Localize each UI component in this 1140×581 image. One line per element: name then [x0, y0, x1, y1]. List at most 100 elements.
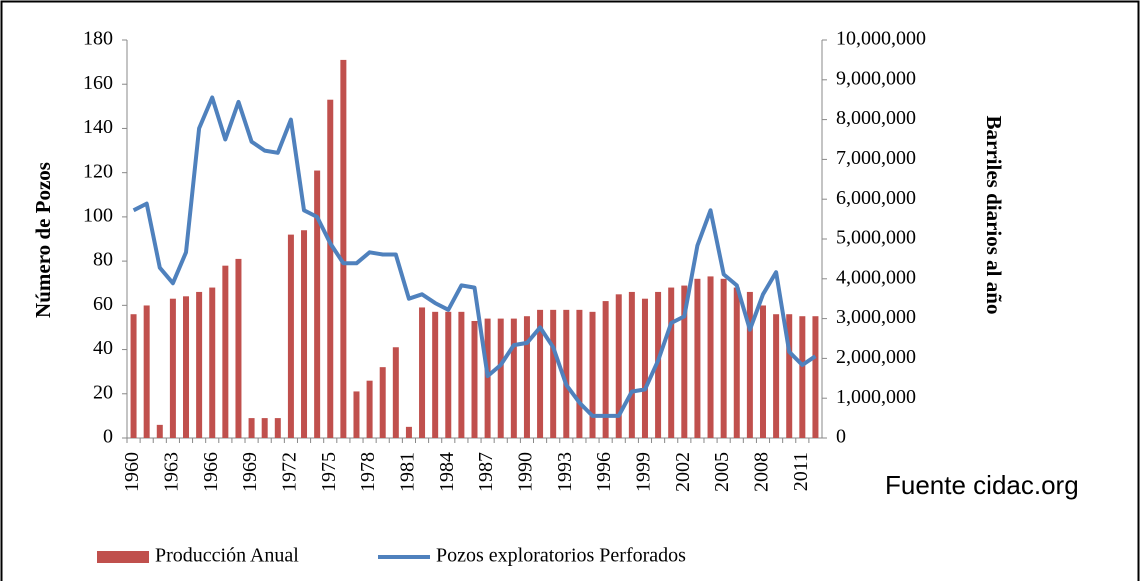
bar — [261, 418, 268, 438]
y-tick-label: 80 — [93, 249, 113, 271]
x-tick-label: 1993 — [554, 452, 576, 492]
y2-tick-label: 6,000,000 — [836, 187, 916, 209]
bar — [366, 380, 373, 438]
bar — [523, 316, 530, 438]
bar — [733, 287, 740, 438]
bar — [327, 99, 334, 438]
y-tick-label: 120 — [83, 160, 113, 182]
x-tick-label: 2011 — [790, 452, 812, 491]
y-tick-label: 20 — [93, 381, 113, 403]
bar — [274, 418, 281, 438]
legend-swatch — [97, 551, 149, 563]
bar — [576, 309, 583, 438]
bar — [209, 287, 216, 438]
y-tick-label: 160 — [83, 72, 113, 94]
bar — [405, 426, 412, 438]
bar — [340, 59, 347, 439]
bar — [196, 291, 203, 438]
bar — [287, 234, 294, 438]
bar — [497, 318, 504, 438]
bar — [563, 309, 570, 438]
bar — [183, 296, 190, 438]
bar — [458, 311, 465, 438]
bar — [615, 294, 622, 438]
y2-tick-label: 3,000,000 — [836, 306, 916, 328]
y2-tick-label: 0 — [836, 426, 846, 448]
bar — [392, 347, 399, 438]
bar — [235, 258, 242, 438]
y-tick-label: 100 — [83, 204, 113, 226]
bar — [471, 320, 478, 438]
bar — [379, 367, 386, 438]
line — [132, 95, 817, 418]
bar — [720, 278, 727, 438]
x-tick-label: 1987 — [475, 452, 497, 492]
x-tick-label: 1966 — [200, 452, 222, 492]
x-tick-label: 1975 — [318, 452, 340, 492]
x-tick-label: 1963 — [160, 452, 182, 492]
bar — [707, 276, 714, 438]
x-tick-label: 2005 — [711, 452, 733, 492]
bar — [641, 298, 648, 438]
bar — [628, 291, 635, 438]
x-tick-label: 1999 — [633, 452, 655, 492]
y2-tick-label: 5,000,000 — [836, 227, 916, 249]
y2-tick-label: 9,000,000 — [836, 67, 916, 89]
bar — [759, 305, 766, 438]
bar — [537, 309, 544, 438]
legend-label: Producción Anual — [155, 545, 299, 567]
bar — [353, 391, 360, 438]
y2-tick-label: 10,000,000 — [836, 28, 926, 50]
x-tick-label: 1984 — [436, 452, 458, 492]
x-tick-label: 1969 — [239, 452, 261, 492]
bar — [668, 287, 675, 438]
bar — [799, 316, 806, 438]
y-tick-label: 0 — [103, 426, 113, 448]
bar — [773, 314, 780, 438]
bar — [746, 291, 753, 438]
x-tick-label: 1990 — [515, 452, 537, 492]
x-tick-label: 1978 — [357, 452, 379, 492]
bar — [681, 285, 688, 438]
y2-tick-label: 2,000,000 — [836, 346, 916, 368]
x-tick-label: 1972 — [279, 452, 301, 492]
bar — [432, 311, 439, 438]
bar — [130, 314, 137, 438]
bar — [314, 170, 321, 438]
bar — [156, 424, 163, 438]
bar — [222, 265, 229, 438]
bar — [143, 305, 150, 438]
bar — [812, 316, 819, 438]
bar — [786, 314, 793, 438]
bar — [169, 298, 176, 438]
y-tick-label: 140 — [83, 116, 113, 138]
y2-tick-label: 8,000,000 — [836, 107, 916, 129]
legend-label: Pozos exploratorios Perforados — [436, 545, 686, 567]
y-tick-label: 180 — [83, 28, 113, 50]
x-tick-label: 1960 — [121, 452, 143, 492]
bar — [419, 307, 426, 438]
bar — [484, 318, 491, 438]
bar — [248, 418, 255, 438]
x-tick-label: 2002 — [672, 452, 694, 492]
bar — [301, 230, 308, 438]
y2-tick-label: 4,000,000 — [836, 266, 916, 288]
bar — [510, 318, 517, 438]
y-tick-label: 60 — [93, 293, 113, 315]
y2-tick-label: 1,000,000 — [836, 386, 916, 408]
x-tick-label: 2008 — [751, 452, 773, 492]
y2-tick-label: 7,000,000 — [836, 147, 916, 169]
bar — [445, 311, 452, 438]
bar — [602, 301, 609, 438]
bar — [550, 309, 557, 438]
bar — [694, 278, 701, 438]
bar — [589, 311, 596, 438]
x-tick-label: 1996 — [593, 452, 615, 492]
x-tick-label: 1981 — [397, 452, 419, 492]
annotation: Fuente cidac.org — [885, 470, 1079, 500]
y-axis-label: Número de Pozos — [31, 162, 55, 318]
y-tick-label: 40 — [93, 337, 113, 359]
y2-axis-label: Barriles diarios al año — [982, 116, 1006, 315]
